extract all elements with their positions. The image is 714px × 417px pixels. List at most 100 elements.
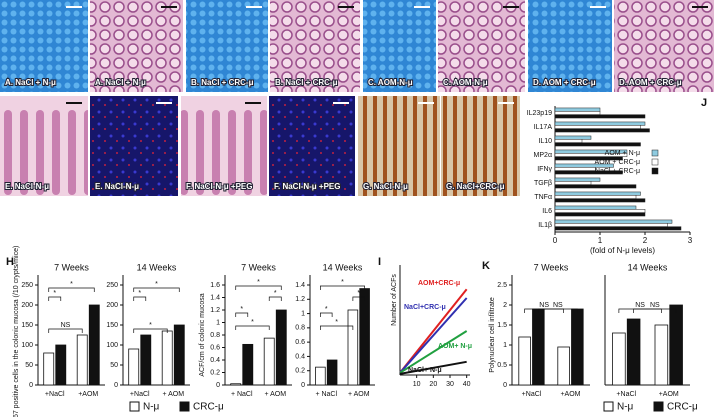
y-tick-label: 1	[503, 342, 507, 349]
bar	[554, 111, 601, 115]
y-tick-label: 100	[106, 342, 118, 349]
panel-letter: K	[482, 260, 490, 272]
x-tick-label: 40	[463, 381, 471, 388]
legend-label: AOM + N-μ	[605, 150, 640, 157]
bar	[263, 337, 275, 386]
x-tick-label: +NaCl	[616, 391, 636, 398]
bar	[532, 308, 545, 386]
bar	[669, 304, 683, 386]
panel-title: 14 Weeks	[137, 262, 177, 272]
y-axis-label: Polynuclear cell infiltrate	[489, 297, 496, 373]
bracket	[320, 325, 354, 330]
image-label: C. AOM-N-μ	[368, 78, 413, 87]
bar	[554, 125, 641, 129]
y-tick-label: 0.5	[497, 362, 507, 369]
category-label: IFNγ	[537, 166, 552, 173]
legend-label: AOM + CRC-μ	[595, 159, 640, 166]
image-label: G. NaCl-N-μ	[363, 182, 408, 191]
y-axis-label: Number of ACFs	[391, 274, 398, 326]
bracket	[133, 296, 147, 301]
series-label: AOM+CRC-μ	[418, 280, 460, 287]
micrograph	[438, 0, 525, 92]
bar	[347, 309, 359, 386]
legend-label: N-μ	[143, 402, 160, 413]
bar	[554, 167, 596, 171]
y-tick-label: 50	[110, 362, 118, 369]
y-tick-label: 0	[503, 382, 507, 389]
bar	[557, 346, 570, 386]
legend-swatch	[653, 401, 664, 412]
bracket	[633, 308, 677, 313]
x-tick-label: + AOM	[162, 391, 184, 398]
annotation: *	[274, 290, 277, 297]
micrograph	[441, 96, 520, 196]
annotation: NS	[61, 322, 71, 329]
bar	[518, 336, 531, 386]
micrograph	[614, 0, 714, 92]
x-tick-label: 20	[429, 381, 437, 388]
category-label: TNFα	[534, 194, 552, 201]
line	[399, 330, 468, 374]
annotation: *	[53, 290, 56, 297]
y-tick-label: 1	[216, 319, 220, 326]
image-label: G. NaCl+CRC-μ	[446, 182, 505, 191]
micrograph	[186, 0, 268, 92]
image-label: E. NaCl-N-μ	[5, 182, 49, 191]
x-tick-label: 3	[688, 236, 693, 245]
category-label: IL6	[542, 208, 552, 215]
legend-swatch	[651, 167, 659, 175]
bracket	[133, 287, 180, 292]
bar	[554, 195, 637, 199]
legend-label: CRC-μ	[193, 402, 224, 413]
bar	[275, 309, 287, 386]
x-tick-label: + AOM	[264, 391, 286, 398]
bar	[554, 135, 592, 140]
bar	[554, 121, 646, 126]
y-tick-label: 0.8	[210, 332, 220, 339]
x-tick-label: + AOM	[348, 391, 370, 398]
annotation: *	[341, 279, 344, 286]
bracket	[48, 287, 95, 292]
y-tick-label: 1.4	[295, 282, 305, 289]
micrograph	[90, 0, 183, 92]
image-label: C. AOM-N-μ	[443, 78, 488, 87]
bracket	[235, 325, 270, 330]
bar	[554, 139, 583, 143]
y-tick-label: 1.2	[210, 307, 220, 314]
bar	[571, 308, 584, 386]
bar	[128, 348, 140, 386]
panel-letter: J	[701, 97, 707, 109]
bar	[554, 184, 637, 189]
image-label: F. NaCl-N-μ +PEG	[274, 182, 340, 191]
panel-title: 7 Weeks	[534, 262, 569, 272]
annotation: *	[149, 322, 152, 329]
bar	[173, 324, 185, 386]
bracket	[352, 296, 365, 301]
category-label: TGFβ	[534, 180, 552, 187]
category-label: IL23p19	[527, 110, 552, 117]
y-tick-label: 0	[216, 382, 220, 389]
bar	[554, 114, 646, 119]
bar	[43, 352, 55, 386]
bar	[554, 191, 641, 196]
annotation: *	[70, 281, 73, 288]
image-label: B. NaCl + CRC-μ	[191, 78, 254, 87]
annotation: *	[257, 279, 260, 286]
image-label: D. AOM + CRC-μ	[533, 78, 596, 87]
bar	[554, 219, 673, 224]
y-tick-label: 200	[106, 302, 118, 309]
category-label: IL10	[538, 138, 552, 145]
x-tick-label: +AOM	[659, 391, 679, 398]
image-label: A. NaCl + N-μ	[95, 78, 146, 87]
y-tick-label: 250	[106, 282, 118, 289]
bracket	[133, 328, 168, 333]
bracket	[48, 328, 83, 333]
legend-swatch	[179, 401, 190, 412]
micrograph	[363, 0, 436, 92]
bar	[626, 318, 641, 386]
bar	[88, 304, 100, 386]
bar	[654, 324, 669, 386]
x-tick-label: 2	[643, 236, 648, 245]
panel-title: 7 Weeks	[241, 262, 276, 272]
x-tick-label: +AOM	[560, 391, 580, 398]
